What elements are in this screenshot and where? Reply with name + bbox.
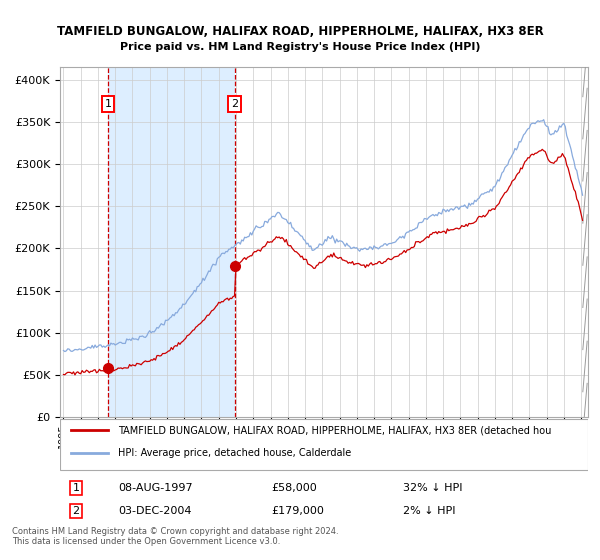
Text: 1: 1 xyxy=(73,483,79,493)
Text: 32% ↓ HPI: 32% ↓ HPI xyxy=(403,483,463,493)
Text: HPI: Average price, detached house, Calderdale: HPI: Average price, detached house, Cald… xyxy=(118,448,352,458)
Text: 08-AUG-1997: 08-AUG-1997 xyxy=(118,483,193,493)
Text: 2: 2 xyxy=(72,506,79,516)
FancyBboxPatch shape xyxy=(60,419,588,469)
Text: 2% ↓ HPI: 2% ↓ HPI xyxy=(403,506,456,516)
Text: £179,000: £179,000 xyxy=(271,506,324,516)
Text: TAMFIELD BUNGALOW, HALIFAX ROAD, HIPPERHOLME, HALIFAX, HX3 8ER (detached hou: TAMFIELD BUNGALOW, HALIFAX ROAD, HIPPERH… xyxy=(118,425,551,435)
Text: £58,000: £58,000 xyxy=(271,483,317,493)
Bar xyxy=(108,67,235,417)
Text: Price paid vs. HM Land Registry's House Price Index (HPI): Price paid vs. HM Land Registry's House … xyxy=(120,42,480,52)
Text: TAMFIELD BUNGALOW, HALIFAX ROAD, HIPPERHOLME, HALIFAX, HX3 8ER: TAMFIELD BUNGALOW, HALIFAX ROAD, HIPPERH… xyxy=(56,25,544,38)
Text: Contains HM Land Registry data © Crown copyright and database right 2024.
This d: Contains HM Land Registry data © Crown c… xyxy=(12,526,338,546)
Text: 03-DEC-2004: 03-DEC-2004 xyxy=(118,506,191,516)
Text: 1: 1 xyxy=(104,99,112,109)
Text: 2: 2 xyxy=(231,99,238,109)
